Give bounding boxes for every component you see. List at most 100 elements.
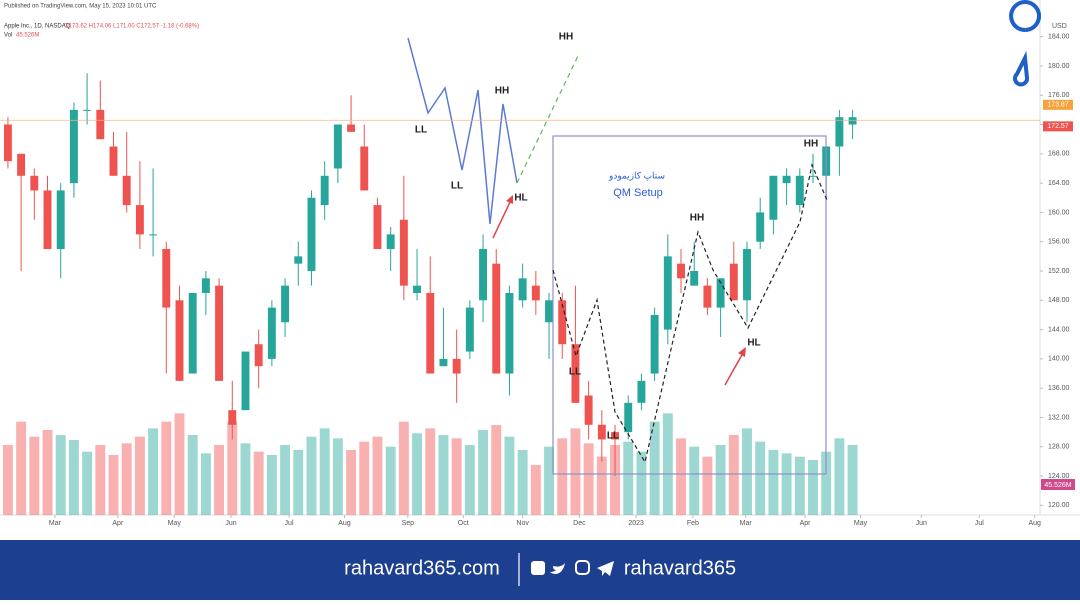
- price-badge-text: 172.57: [1047, 123, 1069, 130]
- volume-bar: [702, 456, 713, 515]
- body: [175, 300, 184, 381]
- volume-bar: [623, 441, 634, 515]
- annotation: HL: [514, 193, 527, 204]
- vol-badge-text: 45.526M: [1044, 482, 1071, 489]
- body: [228, 410, 237, 425]
- body: [149, 234, 158, 236]
- body: [663, 256, 672, 330]
- body: [254, 344, 263, 367]
- volume-bar: [332, 438, 343, 515]
- volume-bar: [253, 451, 264, 515]
- body: [267, 307, 276, 359]
- volume-bar: [372, 436, 383, 515]
- vol-value: 45.526M: [16, 33, 39, 39]
- volume-bar: [768, 450, 779, 515]
- body: [281, 285, 290, 323]
- volume-bar: [517, 450, 528, 515]
- annotation: LL: [569, 367, 581, 378]
- y-tick-label: 184.00: [1048, 33, 1070, 40]
- body: [690, 271, 699, 286]
- y-tick-label: 128.00: [1048, 444, 1070, 451]
- body: [201, 278, 210, 293]
- annotation: HH: [690, 213, 704, 224]
- annotation: QM Setup: [613, 187, 663, 199]
- body: [703, 285, 712, 308]
- volume-bar: [662, 413, 673, 515]
- price-badge: [1043, 99, 1073, 110]
- volume-bar: [306, 436, 317, 515]
- volume-bar: [68, 440, 79, 515]
- x-tick-label: Jul: [285, 520, 294, 527]
- x-tick-label: Jun: [225, 520, 236, 527]
- body: [30, 175, 39, 191]
- x-tick-label: Apr: [800, 520, 812, 527]
- zigzag: [407, 37, 518, 225]
- body: [597, 424, 606, 440]
- body: [716, 278, 725, 308]
- y-tick-label: 120.00: [1048, 502, 1070, 509]
- x-tick-label: Aug: [1028, 520, 1041, 527]
- volume-bar: [280, 445, 291, 515]
- volume-bar: [478, 430, 489, 515]
- volume-bar: [596, 456, 607, 515]
- body: [320, 175, 329, 206]
- annotation: LL: [607, 431, 619, 442]
- y-tick-label: 148.00: [1048, 297, 1070, 304]
- body: [413, 285, 422, 293]
- y-tick-label: 164.00: [1048, 180, 1070, 187]
- arrow-head: [738, 347, 746, 357]
- volume-bar: [504, 436, 515, 515]
- volume-bar: [451, 438, 462, 515]
- volume-bar: [16, 421, 27, 515]
- price-badge-text: 173.87: [1047, 102, 1069, 109]
- qm-box: [552, 135, 827, 475]
- x-tick-label: Mar: [740, 520, 753, 527]
- y-tick-label: 156.00: [1048, 239, 1070, 246]
- volume-bar: [636, 451, 647, 515]
- body: [109, 146, 118, 176]
- volume-bar: [200, 453, 211, 515]
- body: [505, 292, 514, 374]
- volume-pane: [2, 413, 858, 515]
- arrow: [492, 199, 512, 239]
- x-tick-label: May: [854, 520, 868, 527]
- x-tick-label: Jul: [975, 520, 984, 527]
- body: [729, 263, 738, 301]
- volume-bar: [346, 450, 357, 515]
- body: [650, 314, 659, 374]
- body: [333, 124, 342, 169]
- x-tick-label: Feb: [687, 520, 699, 527]
- annotation: HH: [559, 32, 573, 43]
- volume-bar: [187, 435, 198, 515]
- currency: USD: [1052, 23, 1067, 30]
- body: [558, 300, 567, 345]
- body: [188, 292, 197, 374]
- y-tick-label: 176.00: [1048, 92, 1070, 99]
- body: [3, 124, 12, 162]
- volume-bar: [610, 445, 620, 515]
- annotation: HH: [495, 86, 509, 97]
- volume-bar: [583, 443, 594, 515]
- candles: [3, 73, 857, 477]
- body: [426, 292, 435, 374]
- body: [624, 402, 633, 433]
- volume-bar: [266, 455, 277, 515]
- body: [386, 234, 395, 250]
- volume-bar: [95, 445, 106, 515]
- volume-bar: [148, 428, 159, 515]
- volume-bar: [649, 421, 660, 515]
- chart-bg: [0, 0, 1080, 540]
- body: [399, 219, 408, 286]
- volume-bar: [2, 445, 13, 515]
- y-tick-label: 132.00: [1048, 414, 1070, 421]
- volume-bar: [491, 425, 502, 515]
- body: [584, 395, 593, 425]
- icon: [531, 561, 545, 575]
- y-tick-label: 136.00: [1048, 385, 1070, 392]
- body: [795, 175, 804, 206]
- volume-bar: [227, 421, 238, 515]
- body: [518, 278, 527, 301]
- volume-bar: [438, 435, 449, 515]
- annotation: HH: [804, 139, 818, 150]
